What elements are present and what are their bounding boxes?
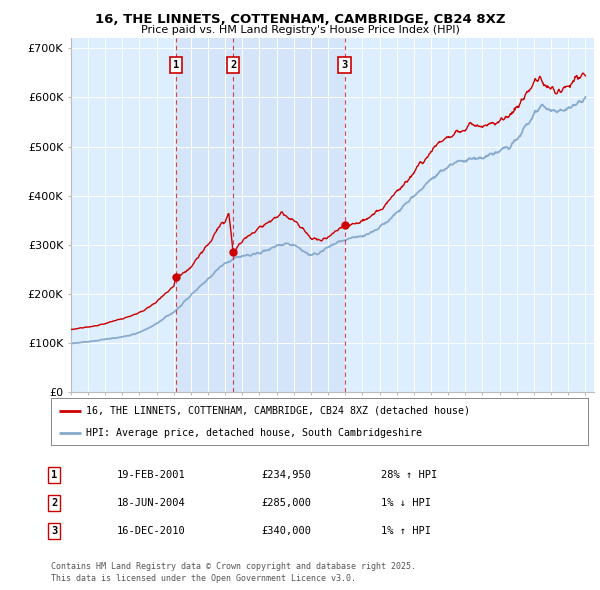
Text: 28% ↑ HPI: 28% ↑ HPI — [381, 470, 437, 480]
Text: £340,000: £340,000 — [261, 526, 311, 536]
Text: 1: 1 — [51, 470, 57, 480]
Text: 18-JUN-2004: 18-JUN-2004 — [117, 498, 186, 507]
Text: 19-FEB-2001: 19-FEB-2001 — [117, 470, 186, 480]
Text: £234,950: £234,950 — [261, 470, 311, 480]
Text: Contains HM Land Registry data © Crown copyright and database right 2025.: Contains HM Land Registry data © Crown c… — [51, 562, 416, 571]
Text: 2: 2 — [51, 498, 57, 507]
Text: 3: 3 — [341, 60, 347, 70]
Text: 3: 3 — [51, 526, 57, 536]
Text: 2: 2 — [230, 60, 236, 70]
Text: 16, THE LINNETS, COTTENHAM, CAMBRIDGE, CB24 8XZ: 16, THE LINNETS, COTTENHAM, CAMBRIDGE, C… — [95, 13, 505, 26]
Text: 1% ↑ HPI: 1% ↑ HPI — [381, 526, 431, 536]
Text: 16-DEC-2010: 16-DEC-2010 — [117, 526, 186, 536]
Text: HPI: Average price, detached house, South Cambridgeshire: HPI: Average price, detached house, Sout… — [86, 428, 422, 438]
Text: 1: 1 — [173, 60, 179, 70]
Text: £285,000: £285,000 — [261, 498, 311, 507]
Text: Price paid vs. HM Land Registry's House Price Index (HPI): Price paid vs. HM Land Registry's House … — [140, 25, 460, 35]
Bar — [176, 38, 344, 392]
Text: 16, THE LINNETS, COTTENHAM, CAMBRIDGE, CB24 8XZ (detached house): 16, THE LINNETS, COTTENHAM, CAMBRIDGE, C… — [86, 405, 470, 415]
Text: 1% ↓ HPI: 1% ↓ HPI — [381, 498, 431, 507]
Text: This data is licensed under the Open Government Licence v3.0.: This data is licensed under the Open Gov… — [51, 574, 356, 583]
